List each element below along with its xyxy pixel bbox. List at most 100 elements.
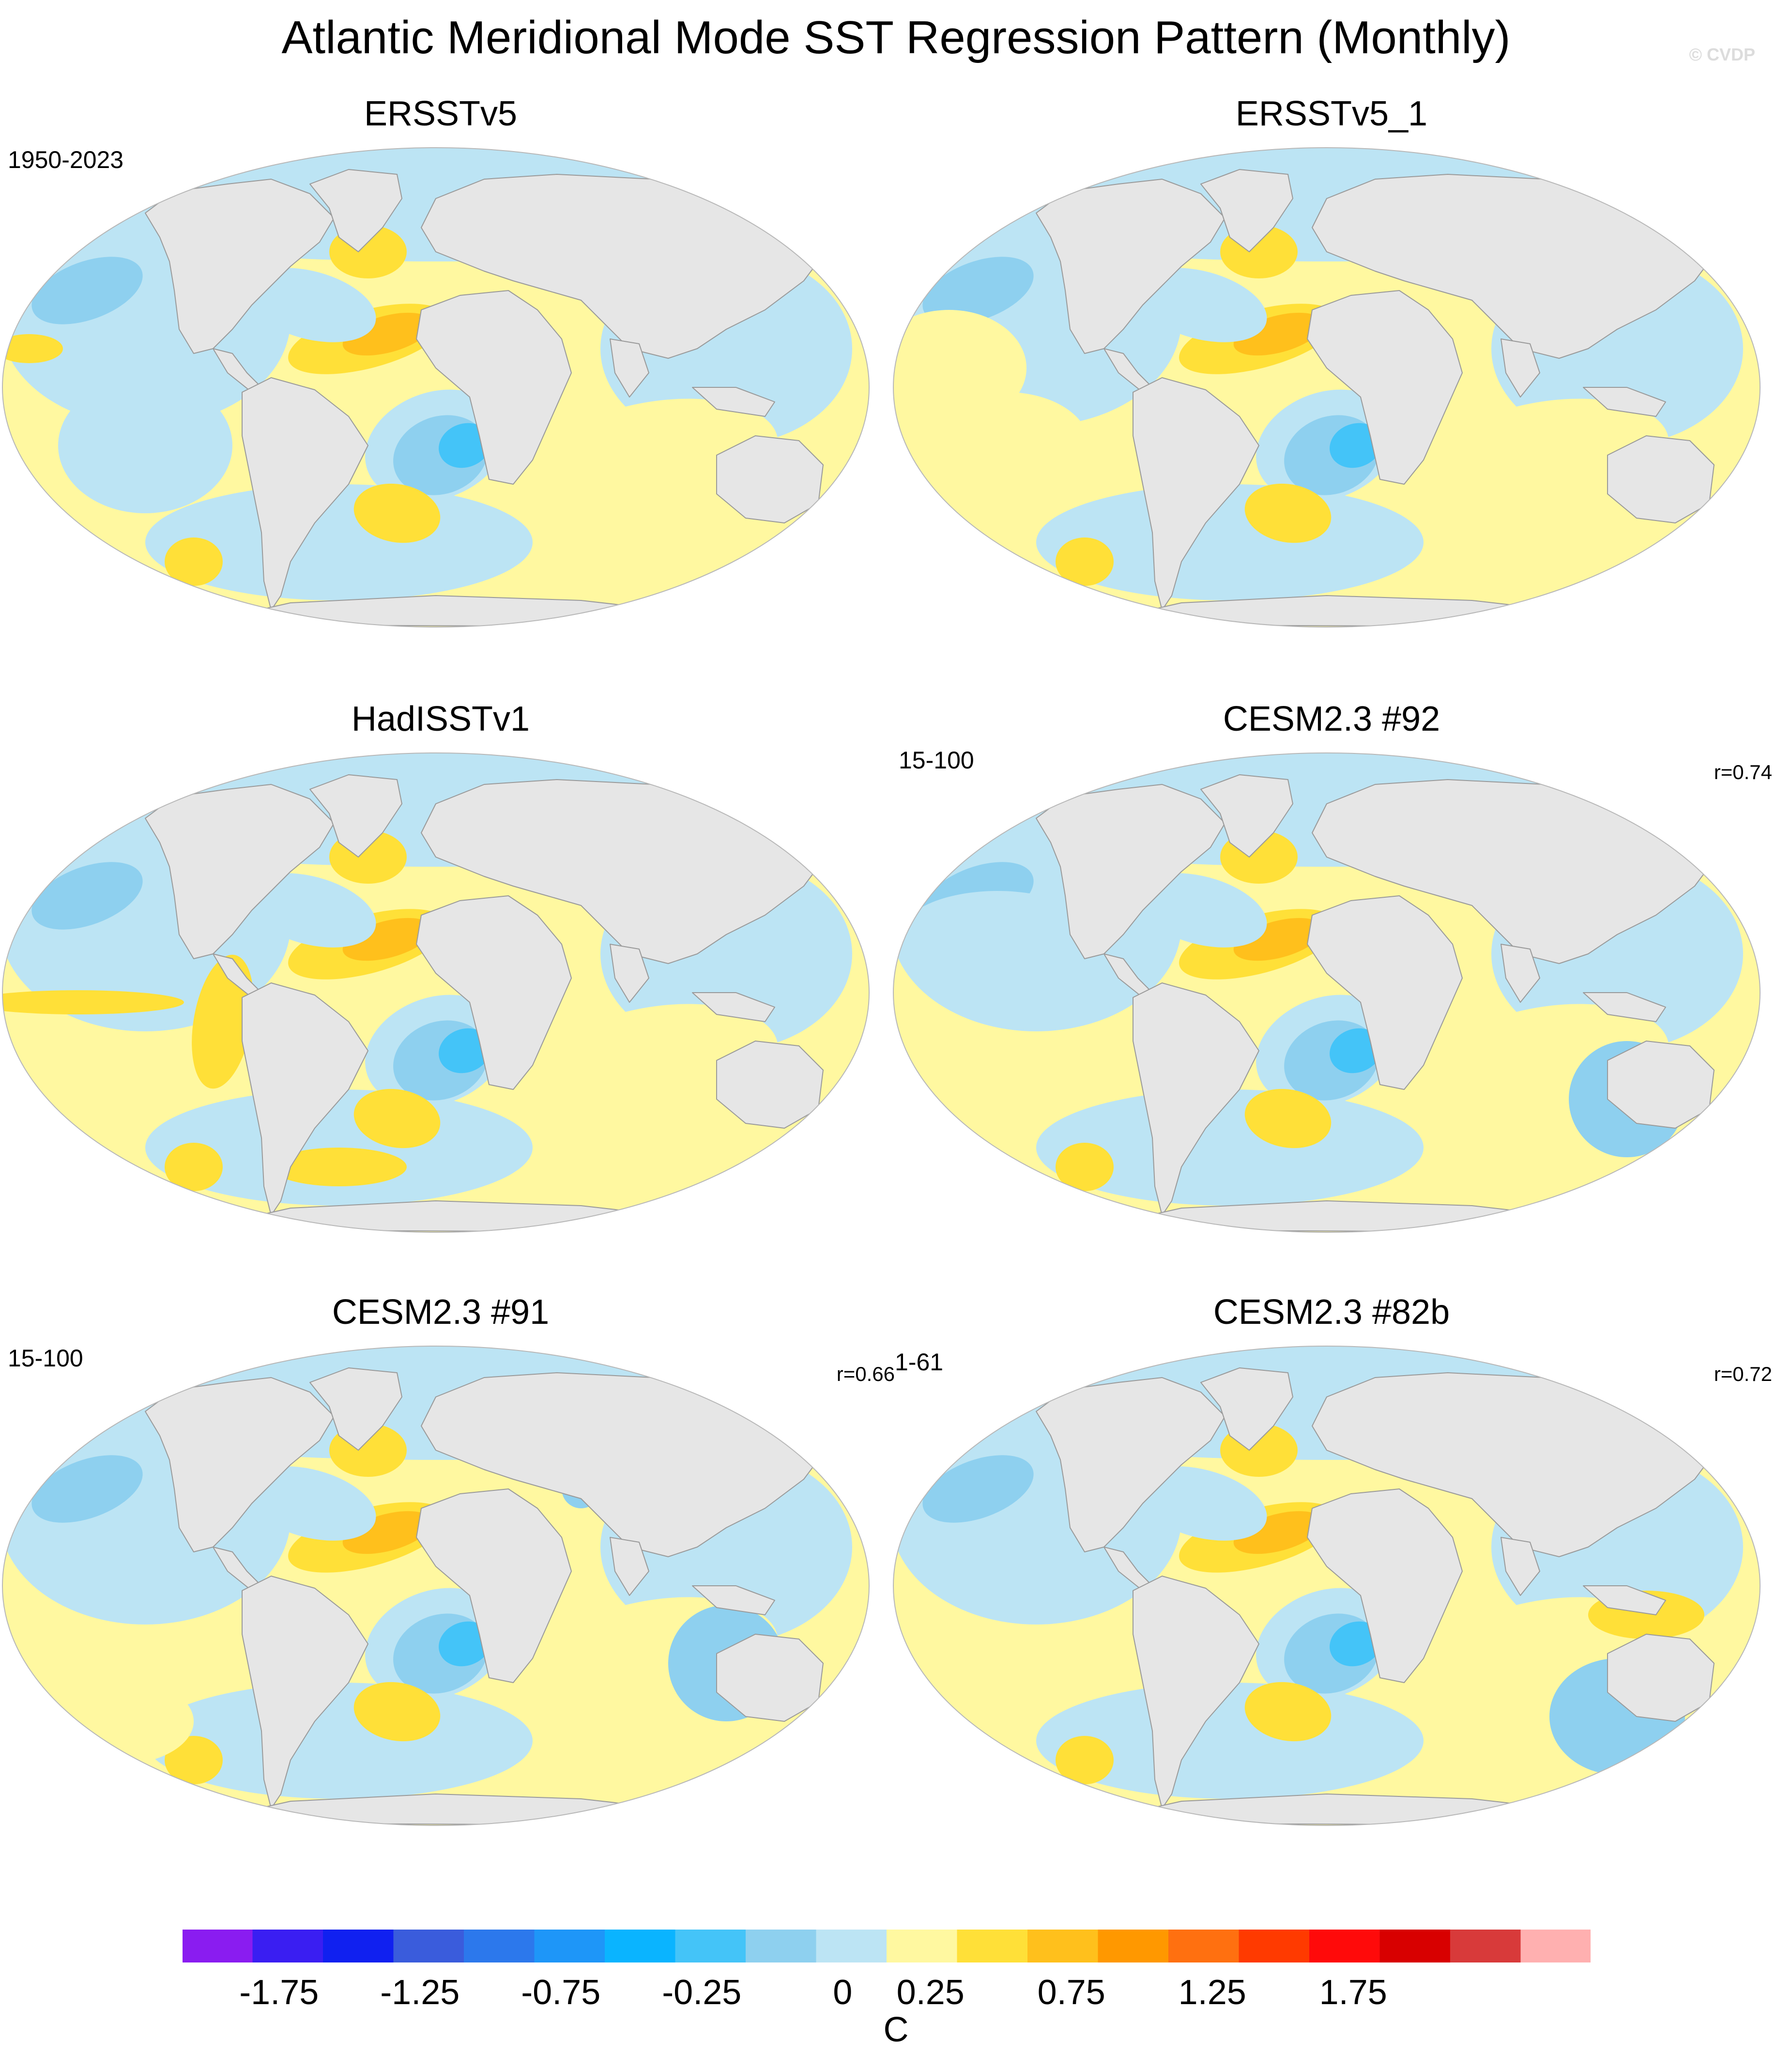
colorbar-tick-label: -0.25 bbox=[662, 1973, 742, 2012]
land-eurasia bbox=[421, 1372, 833, 1557]
panel-correlation: r=0.72 bbox=[1714, 1363, 1772, 1385]
anomaly-region bbox=[439, 1621, 491, 1667]
colorbar-swatch bbox=[1027, 1929, 1098, 1963]
colorbar-unit-label: C bbox=[883, 2010, 909, 2049]
colorbar-swatch bbox=[887, 1929, 957, 1963]
map-panel-cesm2-3-92: CESM2.3 #92 15-100 r=0.74 bbox=[891, 697, 1772, 1298]
map-border bbox=[2, 1346, 870, 1826]
anomaly-region bbox=[922, 257, 1034, 324]
map-border bbox=[893, 752, 1761, 1233]
colorbar-swatch bbox=[1379, 1929, 1451, 1963]
figure-title: Atlantic Meridional Mode SST Regression … bbox=[281, 12, 1511, 63]
anomaly-region bbox=[1134, 1466, 1267, 1541]
colorbar-swatch bbox=[605, 1929, 675, 1963]
anomaly-region bbox=[2, 990, 184, 1014]
land-south-america bbox=[1133, 1576, 1259, 1809]
anomaly-region bbox=[31, 1455, 143, 1523]
anomaly-region bbox=[600, 1152, 852, 1220]
anomaly-region bbox=[922, 1455, 1034, 1523]
land-africa bbox=[1307, 1488, 1463, 1683]
map-border bbox=[893, 1346, 1761, 1826]
land-north-america bbox=[1036, 1377, 1225, 1552]
anomaly-region bbox=[1330, 1621, 1382, 1667]
land-north-america bbox=[145, 1377, 335, 1552]
anomaly-region bbox=[1330, 1028, 1382, 1073]
land-eurasia bbox=[1312, 174, 1724, 359]
sst-anomaly-layer bbox=[893, 148, 1760, 615]
colorbar-swatch bbox=[323, 1929, 394, 1963]
colorbar-tick-label: 1.75 bbox=[1319, 1973, 1387, 2012]
land-north-america bbox=[145, 179, 335, 354]
land-greenland bbox=[1200, 1367, 1293, 1451]
anomaly-region bbox=[165, 1736, 223, 1784]
anomaly-region bbox=[1244, 1088, 1332, 1149]
sst-anomaly-layer bbox=[2, 148, 869, 615]
land-maritime bbox=[1583, 1585, 1666, 1615]
world-map bbox=[893, 1346, 1761, 1826]
anomaly-region bbox=[165, 537, 223, 586]
map-panel-ersstv5-1: ERSSTv5_1 bbox=[891, 92, 1772, 692]
land-africa bbox=[1307, 290, 1463, 485]
land-eurasia bbox=[421, 779, 833, 964]
colorbar-tick-label: -1.75 bbox=[239, 1973, 319, 2012]
colorbar-tick-label: 1.25 bbox=[1178, 1973, 1246, 2012]
anomaly-region bbox=[1685, 1148, 1743, 1206]
land-greenland bbox=[309, 774, 402, 858]
land-india bbox=[1501, 944, 1540, 1003]
anomaly-region bbox=[244, 268, 376, 342]
land-india bbox=[610, 944, 649, 1003]
panel-correlation: r=0.74 bbox=[1714, 761, 1772, 783]
colorbar-tick-label: -1.25 bbox=[380, 1973, 460, 2012]
anomaly-region bbox=[31, 257, 143, 324]
colorbar-swatch bbox=[1520, 1929, 1591, 1963]
colorbar-swatch bbox=[816, 1929, 887, 1963]
anomaly-region bbox=[529, 1004, 778, 1127]
colorbar-swatch bbox=[746, 1929, 816, 1963]
map-border bbox=[2, 752, 870, 1233]
map-panel-ersstv5: ERSSTv5 1950-2023 bbox=[0, 92, 881, 692]
anomaly-region bbox=[2, 334, 63, 363]
land-south-america bbox=[242, 377, 368, 611]
landmasses bbox=[1036, 169, 1724, 627]
land-eurasia bbox=[421, 174, 833, 359]
anomaly-region bbox=[1056, 537, 1114, 586]
land-north-america bbox=[1036, 784, 1225, 959]
land-maritime bbox=[1583, 387, 1666, 417]
land-greenland bbox=[1200, 774, 1293, 858]
map-panel-cesm2-3-91: CESM2.3 #91 15-100 r=0.66 bbox=[0, 1290, 895, 1891]
land-greenland bbox=[1200, 169, 1293, 252]
land-south-america bbox=[242, 982, 368, 1216]
anomaly-region bbox=[244, 873, 376, 948]
anomaly-region bbox=[439, 1028, 491, 1073]
land-south-america bbox=[242, 1576, 368, 1809]
map-border bbox=[893, 147, 1761, 628]
panel-title: ERSSTv5_1 bbox=[1235, 94, 1428, 133]
anomaly-region bbox=[1244, 483, 1332, 543]
anomaly-region bbox=[1244, 1682, 1332, 1742]
anomaly-region bbox=[1491, 547, 1743, 615]
anomaly-region bbox=[271, 1148, 407, 1186]
colorbar-swatch bbox=[675, 1929, 746, 1963]
world-map bbox=[893, 752, 1761, 1233]
landmasses bbox=[1036, 774, 1724, 1232]
colorbar-tick-labels: -1.75 -1.25 -0.75 -0.25 0 0.25 0.75 1.25 1.75 bbox=[0, 1971, 1792, 2014]
land-india bbox=[1501, 1537, 1540, 1596]
land-maritime bbox=[692, 992, 775, 1022]
colorbar-swatch bbox=[534, 1929, 605, 1963]
world-map bbox=[2, 147, 870, 628]
anomaly-region bbox=[58, 378, 232, 513]
panel-title: HadISSTv1 bbox=[351, 700, 530, 738]
anomaly-region bbox=[1056, 1736, 1114, 1784]
map-panel-cesm2-3-82b: CESM2.3 #82b 1-61 r=0.72 bbox=[891, 1290, 1772, 1891]
world-map bbox=[2, 1346, 870, 1826]
colorbar-swatch bbox=[393, 1929, 464, 1963]
land-india bbox=[610, 1537, 649, 1596]
colorbar-tick-label: 0.25 bbox=[896, 1973, 965, 2012]
panel-title: CESM2.3 #82b bbox=[1213, 1293, 1450, 1332]
land-south-america bbox=[1133, 377, 1259, 611]
colorbar-swatch bbox=[182, 1929, 253, 1963]
land-africa bbox=[416, 895, 572, 1090]
anomaly-region bbox=[925, 392, 1089, 499]
anomaly-region bbox=[165, 1143, 223, 1191]
colorbar-swatch bbox=[1450, 1929, 1521, 1963]
